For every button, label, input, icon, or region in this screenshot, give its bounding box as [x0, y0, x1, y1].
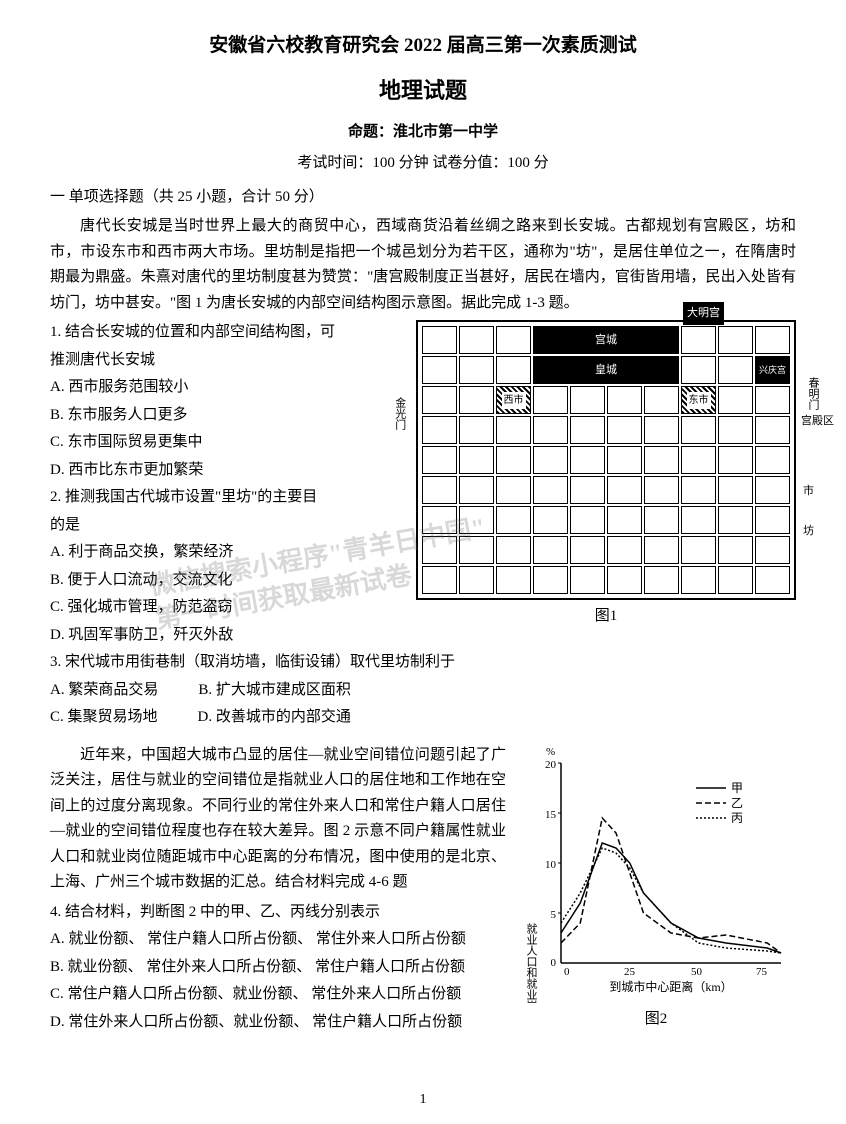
- map-dongshi: 东市: [687, 392, 711, 409]
- map-chunming: 春明门: [803, 377, 822, 410]
- passage-1: 唐代长安城是当时世界上最大的商贸中心，西域商货沿着丝绸之路来到长安城。古都规划有…: [50, 214, 796, 316]
- q3-opt-c: C. 集聚贸易场地: [50, 705, 158, 731]
- xtick-25: 25: [624, 966, 636, 978]
- map-gongcheng: 宫城: [533, 326, 679, 354]
- q3-stem: 3. 宋代城市用街巷制（取消坊墙，临街设铺）取代里坊制利于: [50, 650, 796, 676]
- q4-opt-b: B. 就业份额、 常住外来人口所占份额、 常住户籍人口所占份额: [50, 955, 506, 981]
- q1-stem-2: 推测唐代长安城: [50, 348, 406, 374]
- q3-opt-a: A. 繁荣商品交易: [50, 678, 158, 704]
- ytick-5: 5: [551, 909, 557, 921]
- map-xishi: 西市: [502, 392, 526, 409]
- q4-opt-d: D. 常住外来人口所占份额、就业份额、 常住户籍人口所占份额: [50, 1010, 506, 1036]
- q1-opt-d: D. 西市比东市更加繁荣: [50, 458, 406, 484]
- q1-opt-a: A. 西市服务范围较小: [50, 375, 406, 401]
- xtick-50: 50: [691, 966, 703, 978]
- yunit: %: [546, 746, 555, 758]
- q4-opt-a: A. 就业份额、 常住户籍人口所占份额、 常住外来人口所占份额: [50, 927, 506, 953]
- ytick-15: 15: [545, 809, 557, 821]
- ytick-10: 10: [545, 859, 557, 871]
- subject-title: 地理试题: [50, 72, 796, 109]
- q2-opt-d: D. 巩固军事防卫，歼灭外敌: [50, 623, 406, 649]
- xtick-75: 75: [756, 966, 768, 978]
- figure-2-chart: 20 15 10 5 0 0 25 50 75 % 就业人口和就业岗位占全市份额…: [516, 743, 796, 1003]
- section-heading: 一 单项选择题（共 25 小题，合计 50 分）: [50, 185, 796, 211]
- legend-jia: 甲: [731, 781, 743, 795]
- xtick-0: 0: [564, 966, 570, 978]
- map-fang: 坊: [803, 522, 814, 541]
- legend-yi: 乙: [731, 796, 743, 810]
- q1-stem-1: 1. 结合长安城的位置和内部空间结构图，可: [50, 320, 406, 346]
- q3-opt-d: D. 改善城市的内部交通: [198, 705, 351, 731]
- figure-1-caption: 图1: [416, 604, 796, 630]
- q4-opt-c: C. 常住户籍人口所占份额、就业份额、 常住外来人口所占份额: [50, 982, 506, 1008]
- ytick-20: 20: [545, 759, 557, 771]
- page-number: 1: [420, 1088, 427, 1112]
- passage-2: 近年来，中国超大城市凸显的居住—就业空间错位问题引起了广泛关注，居住与就业的空间…: [50, 743, 506, 896]
- legend-bing: 丙: [731, 811, 743, 825]
- q2-opt-a: A. 利于商品交换，繁荣经济: [50, 540, 406, 566]
- map-jinguang: 金光门: [390, 397, 409, 430]
- exam-info: 考试时间：100 分钟 试卷分值：100 分: [50, 151, 796, 177]
- q2-opt-c: C. 强化城市管理，防范盗窃: [50, 595, 406, 621]
- map-gongdian: 宫殿区: [801, 412, 834, 431]
- ytick-0: 0: [551, 957, 557, 969]
- map-huangcheng: 皇城: [533, 356, 679, 384]
- q2-stem-1: 2. 推测我国古代城市设置"里坊"的主要目: [50, 485, 406, 511]
- map-shi: 市: [803, 482, 814, 501]
- figure-1-map: 大明宫 宫城 皇城 兴庆宫 西市东市 金光门 春明门 宫殿区 市 坊: [416, 320, 796, 600]
- q2-stem-2: 的是: [50, 513, 406, 539]
- main-title: 安徽省六校教育研究会 2022 届高三第一次素质测试: [50, 30, 796, 62]
- figure-2-caption: 图2: [516, 1007, 796, 1033]
- q4-stem: 4. 结合材料，判断图 2 中的甲、乙、丙线分别表示: [50, 900, 506, 926]
- author-line: 命题：淮北市第一中学: [50, 120, 796, 146]
- q2-opt-b: B. 便于人口流动，交流文化: [50, 568, 406, 594]
- q3-opt-b: B. 扩大城市建成区面积: [198, 678, 351, 704]
- map-xingqing: 兴庆宫: [755, 356, 790, 384]
- xlabel: 到城市中心距离（km）: [609, 979, 732, 994]
- q1-opt-c: C. 东市国际贸易更集中: [50, 430, 406, 456]
- ylabel: 就业人口和就业岗位占全市份额: [525, 921, 538, 1002]
- q1-opt-b: B. 东市服务人口更多: [50, 403, 406, 429]
